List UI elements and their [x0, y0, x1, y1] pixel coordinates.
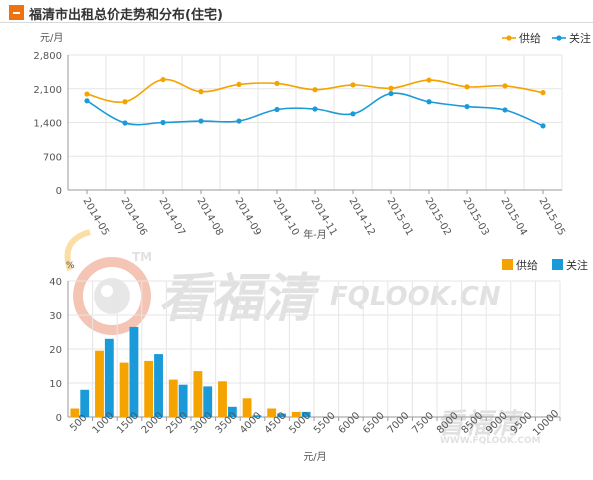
legend-label: 关注 — [566, 258, 588, 272]
data-point — [160, 76, 166, 83]
bar — [178, 384, 188, 417]
watermark-corner-domain: WWW.FQLOOK.COM — [440, 436, 541, 446]
data-point — [426, 99, 432, 105]
bar — [203, 386, 213, 417]
data-point — [502, 107, 508, 113]
x-tick-label: 8500 — [460, 410, 486, 436]
data-point — [84, 98, 90, 104]
x-axis-title: 元/月 — [303, 451, 326, 463]
legend-label: 供给 — [516, 258, 538, 272]
bar — [104, 338, 114, 417]
data-point — [198, 89, 204, 95]
data-point — [274, 80, 280, 87]
data-point — [198, 118, 204, 124]
y-tick-label: 700 — [43, 152, 62, 163]
y-axis-title: 元/月 — [40, 32, 63, 44]
y-tick-label: 40 — [49, 277, 62, 288]
data-point — [540, 90, 546, 96]
x-tick-label: 6000 — [337, 410, 363, 436]
x-tick-label: 6500 — [361, 410, 387, 436]
data-point — [122, 99, 128, 105]
bar — [168, 379, 178, 417]
x-tick-label: 8000 — [435, 410, 461, 436]
bar — [242, 398, 252, 417]
data-point — [540, 123, 546, 129]
chart-panel-header: 福清市出租总价走势和分布(住宅) — [0, 0, 593, 26]
data-point — [350, 111, 356, 117]
x-tick-label: 7500 — [410, 410, 436, 436]
watermark-domain: FQLOOK.CN — [330, 282, 501, 312]
data-point — [274, 106, 280, 113]
page-title: 福清市出租总价走势和分布(住宅) — [29, 8, 223, 23]
data-point — [388, 85, 394, 91]
x-tick-label: 9500 — [509, 410, 535, 436]
data-point — [312, 87, 318, 93]
legend-swatch — [552, 259, 563, 270]
x-tick-label: 4000 — [238, 410, 264, 436]
data-point — [350, 82, 356, 88]
y-tick-label: 0 — [56, 413, 62, 424]
data-point — [160, 119, 166, 126]
data-point — [464, 103, 470, 110]
bar — [218, 381, 227, 417]
bar — [252, 415, 262, 417]
header-divider — [0, 22, 593, 23]
data-point — [122, 120, 128, 126]
legend-swatch — [502, 259, 513, 270]
y-tick-label: 2,100 — [33, 85, 62, 96]
bar — [154, 354, 163, 417]
legend-marker — [556, 35, 562, 41]
y-tick-label: 10 — [49, 379, 62, 390]
watermark-corner-brand: 看福清 — [436, 407, 521, 440]
collapse-icon[interactable] — [9, 5, 24, 20]
data-point — [464, 84, 470, 90]
y-tick-label: 20 — [49, 345, 62, 356]
y-tick-label: 0 — [56, 186, 62, 197]
data-point — [502, 83, 508, 89]
data-point — [236, 118, 242, 124]
bar — [193, 371, 203, 417]
watermark-tm: TM — [132, 250, 153, 264]
bar — [80, 389, 90, 417]
bar — [119, 362, 129, 417]
x-tick-label: 5500 — [312, 410, 338, 436]
data-point — [388, 90, 394, 97]
data-point — [312, 106, 318, 112]
x-tick-label: 7000 — [386, 410, 412, 436]
x-tick-label: 9000 — [484, 410, 510, 436]
data-point — [84, 91, 90, 97]
bar — [291, 411, 301, 417]
data-point — [426, 77, 432, 83]
data-point — [236, 81, 242, 88]
legend-label: 供给 — [519, 31, 541, 45]
bar — [95, 350, 104, 417]
y-tick-label: 2,800 — [33, 51, 62, 62]
bar — [227, 406, 237, 417]
y-tick-label: 1,400 — [33, 119, 62, 130]
legend-label: 关注 — [569, 31, 591, 45]
bar — [144, 360, 154, 417]
legend-marker — [506, 35, 512, 41]
x-axis-title: 年-月 — [303, 228, 327, 241]
bar — [277, 413, 286, 417]
bar — [301, 411, 311, 417]
bar — [267, 408, 277, 417]
bar — [70, 408, 80, 417]
watermark-brand: 看福清 — [158, 269, 315, 329]
y-axis-title: % — [66, 261, 75, 271]
y-tick-label: 30 — [49, 311, 62, 322]
bar — [129, 326, 139, 417]
